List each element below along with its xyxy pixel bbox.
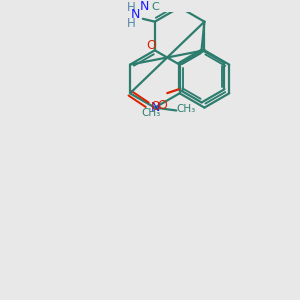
Text: H: H xyxy=(127,1,136,14)
Text: C: C xyxy=(152,2,160,12)
Text: N: N xyxy=(151,101,160,114)
Text: O: O xyxy=(146,39,156,52)
Text: CH₃: CH₃ xyxy=(176,103,196,114)
Text: O: O xyxy=(150,100,160,113)
Text: N: N xyxy=(130,8,140,22)
Text: O: O xyxy=(158,99,167,112)
Text: CH₃: CH₃ xyxy=(141,108,161,118)
Text: H: H xyxy=(127,17,136,30)
Text: N: N xyxy=(140,0,149,14)
